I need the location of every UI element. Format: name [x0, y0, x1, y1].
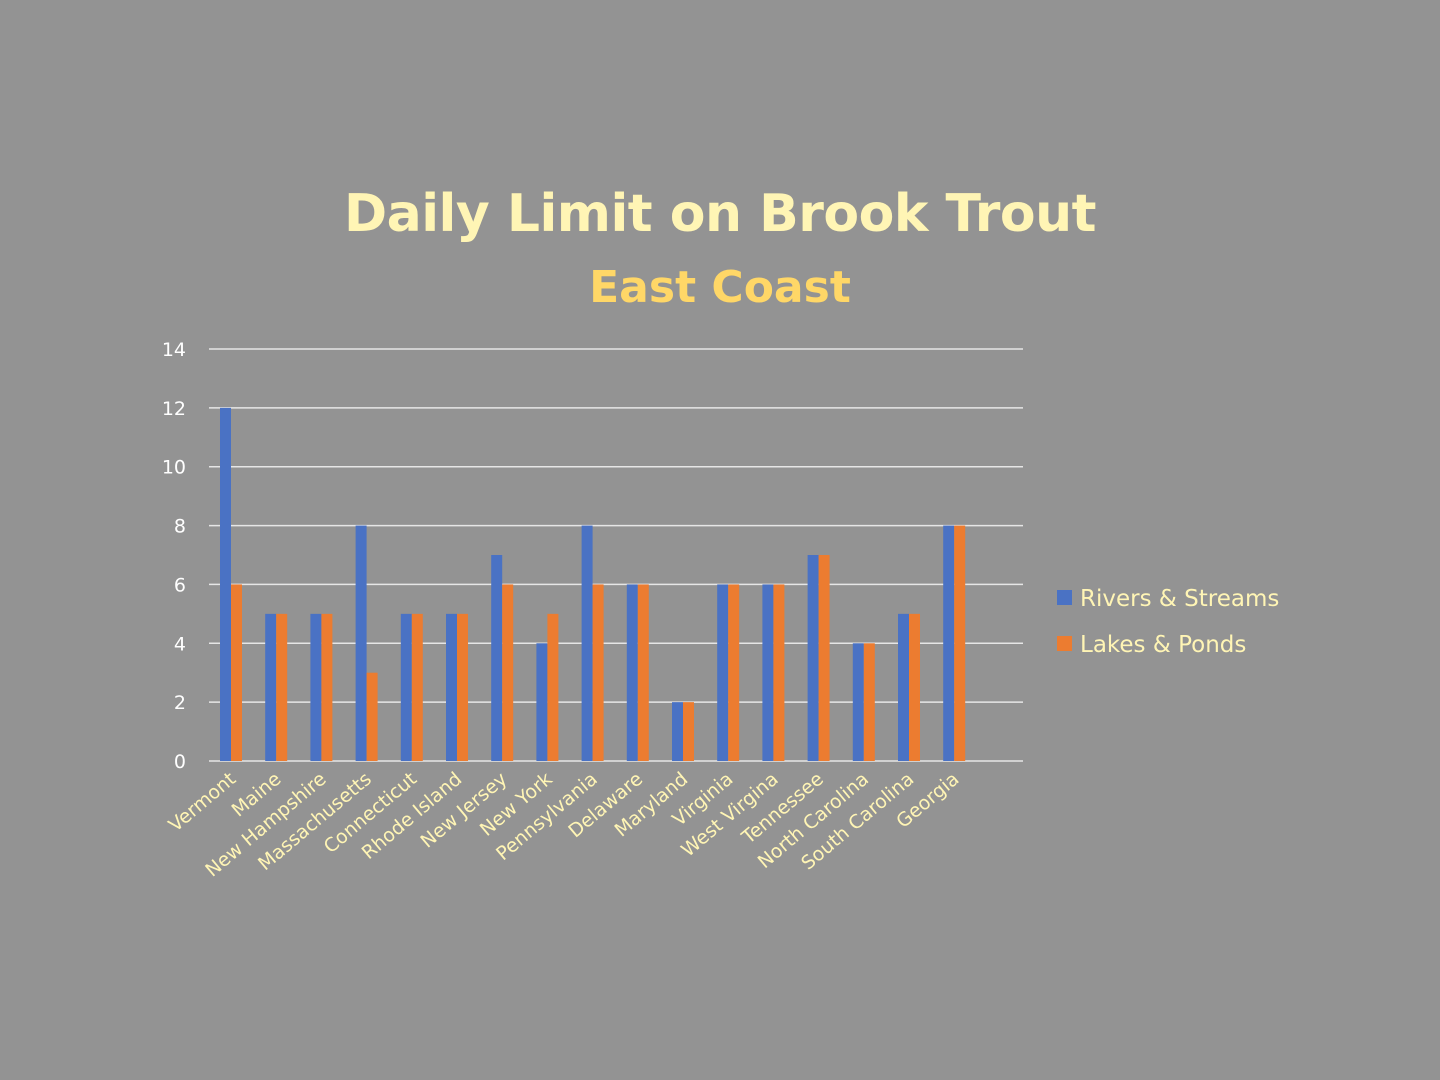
legend-label: Rivers & Streams: [1080, 586, 1279, 612]
bar-lakes-ponds: [863, 643, 875, 761]
legend-label: Lakes & Ponds: [1080, 632, 1246, 658]
bar-rivers-streams: [310, 613, 322, 761]
x-category-label: Vermont: [165, 768, 241, 836]
legend: Rivers & Streams Lakes & Ponds: [1057, 586, 1279, 658]
y-axis-ticks: 0 2 4 6 8 10 12 14: [162, 339, 186, 773]
bar-rivers-streams: [400, 613, 412, 761]
bar-lakes-ponds: [683, 702, 694, 761]
bars: [220, 407, 966, 761]
y-tick-label: 12: [162, 398, 186, 420]
bar-lakes-ponds: [728, 584, 740, 761]
bar-lakes-ponds: [954, 525, 966, 761]
bar-lakes-ponds: [502, 584, 514, 761]
y-tick-label: 2: [174, 692, 186, 714]
bar-rivers-streams: [943, 525, 955, 761]
y-tick-label: 8: [174, 516, 186, 538]
bar-rivers-streams: [807, 555, 819, 761]
bar-rivers-streams: [762, 584, 774, 761]
chart-subtitle: East Coast: [589, 262, 851, 313]
y-tick-label: 6: [174, 574, 186, 596]
bar-lakes-ponds: [773, 584, 785, 761]
bar-rivers-streams: [672, 702, 683, 761]
gridlines: [209, 348, 1023, 762]
bar-lakes-ponds: [276, 613, 288, 761]
bar-lakes-ponds: [909, 613, 920, 761]
bar-rivers-streams: [446, 613, 457, 761]
bar-lakes-ponds: [411, 613, 423, 761]
bar-rivers-streams: [898, 613, 909, 761]
legend-swatch: [1057, 590, 1072, 605]
y-tick-label: 10: [162, 457, 186, 479]
chart-title: Daily Limit on Brook Trout: [343, 184, 1097, 244]
bar-rivers-streams: [852, 643, 864, 761]
bar-lakes-ponds: [592, 584, 604, 761]
bar-rivers-streams: [717, 584, 729, 761]
bar-rivers-streams: [355, 525, 367, 761]
bar-lakes-ponds: [231, 584, 242, 761]
bar-lakes-ponds: [818, 555, 830, 761]
bar-lakes-ponds: [457, 613, 468, 761]
bar-rivers-streams: [626, 584, 638, 761]
bar-rivers-streams: [536, 643, 548, 761]
y-tick-label: 4: [174, 633, 186, 655]
y-tick-label: 14: [162, 339, 186, 361]
legend-swatch: [1057, 636, 1072, 651]
bar-lakes-ponds: [321, 613, 333, 761]
bar-lakes-ponds: [547, 613, 559, 761]
bar-rivers-streams: [491, 555, 503, 761]
bar-lakes-ponds: [637, 584, 649, 761]
bar-rivers-streams: [581, 525, 593, 761]
bar-rivers-streams: [220, 407, 231, 761]
bar-lakes-ponds: [366, 672, 378, 761]
y-tick-label: 0: [174, 751, 186, 773]
bar-rivers-streams: [265, 613, 277, 761]
